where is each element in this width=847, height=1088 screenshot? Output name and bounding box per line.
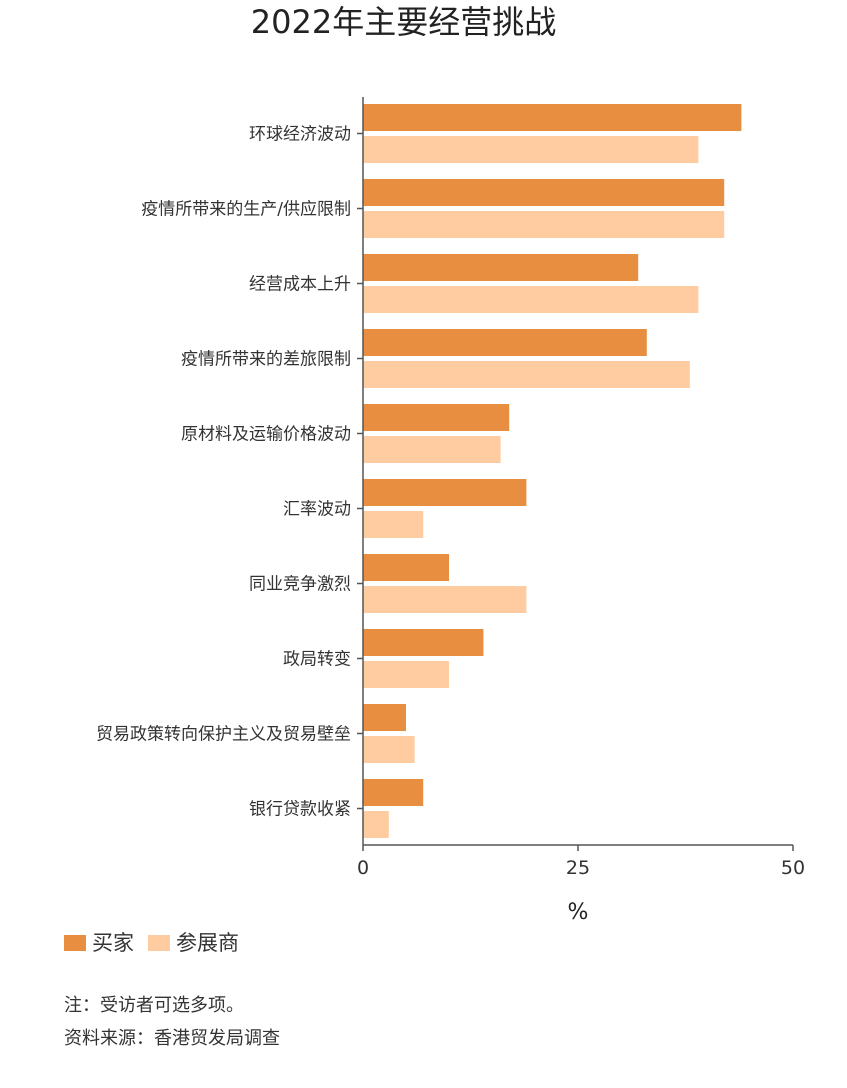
bar-exhibitors	[363, 136, 699, 163]
bar-chart: 环球经济波动疫情所带来的生产/供应限制经营成本上升疫情所带来的差旅限制原材料及运…	[96, 97, 805, 920]
footnote: 注：受访者可选多项。	[64, 995, 244, 1016]
legend-swatch-exhibitors	[148, 935, 170, 951]
bar-buyers	[363, 704, 406, 731]
bar-buyers	[363, 254, 639, 281]
source-note: 资料来源：香港贸发局调查	[64, 1028, 280, 1049]
y-tick-label: 贸易政策转向保护主义及贸易壁垒	[96, 725, 351, 745]
x-tick-label: 50	[781, 857, 805, 879]
bar-exhibitors	[363, 211, 725, 238]
chart-title: 2022年主要经营挑战	[250, 3, 557, 41]
y-tick-label: 汇率波动	[283, 500, 351, 520]
bar-exhibitors	[363, 286, 699, 313]
y-tick-label: 经营成本上升	[249, 275, 351, 295]
bar-buyers	[363, 404, 510, 431]
y-tick-label: 原材料及运输价格波动	[181, 425, 351, 445]
bar-buyers	[363, 554, 449, 581]
x-tick-label: 0	[357, 857, 369, 879]
bar-exhibitors	[363, 436, 501, 463]
bar-buyers	[363, 104, 742, 131]
y-tick-label: 同业竞争激烈	[249, 575, 351, 595]
bar-exhibitors	[363, 361, 690, 388]
legend-label-buyers: 买家	[92, 931, 134, 955]
bar-exhibitors	[363, 586, 527, 613]
bar-exhibitors	[363, 511, 424, 538]
x-tick-label: 25	[566, 857, 590, 879]
legend-label-exhibitors: 参展商	[176, 931, 239, 955]
legend-swatch-buyers	[64, 935, 86, 951]
y-tick-label: 疫情所带来的生产/供应限制	[141, 200, 351, 220]
legend: 买家 参展商	[64, 928, 253, 958]
x-axis-label: %	[568, 900, 589, 920]
bar-exhibitors	[363, 811, 389, 838]
bar-buyers	[363, 479, 527, 506]
bar-exhibitors	[363, 736, 415, 763]
y-tick-label: 疫情所带来的差旅限制	[181, 350, 351, 370]
bar-buyers	[363, 329, 647, 356]
y-tick-label: 环球经济波动	[249, 125, 351, 145]
y-tick-label: 政局转变	[283, 650, 351, 670]
legend-item-buyers: 买家	[64, 928, 134, 958]
legend-item-exhibitors: 参展商	[148, 928, 239, 958]
bar-buyers	[363, 179, 725, 206]
bar-exhibitors	[363, 661, 449, 688]
y-tick-label: 银行贷款收紧	[249, 800, 351, 820]
bar-buyers	[363, 779, 424, 806]
bar-buyers	[363, 629, 484, 656]
